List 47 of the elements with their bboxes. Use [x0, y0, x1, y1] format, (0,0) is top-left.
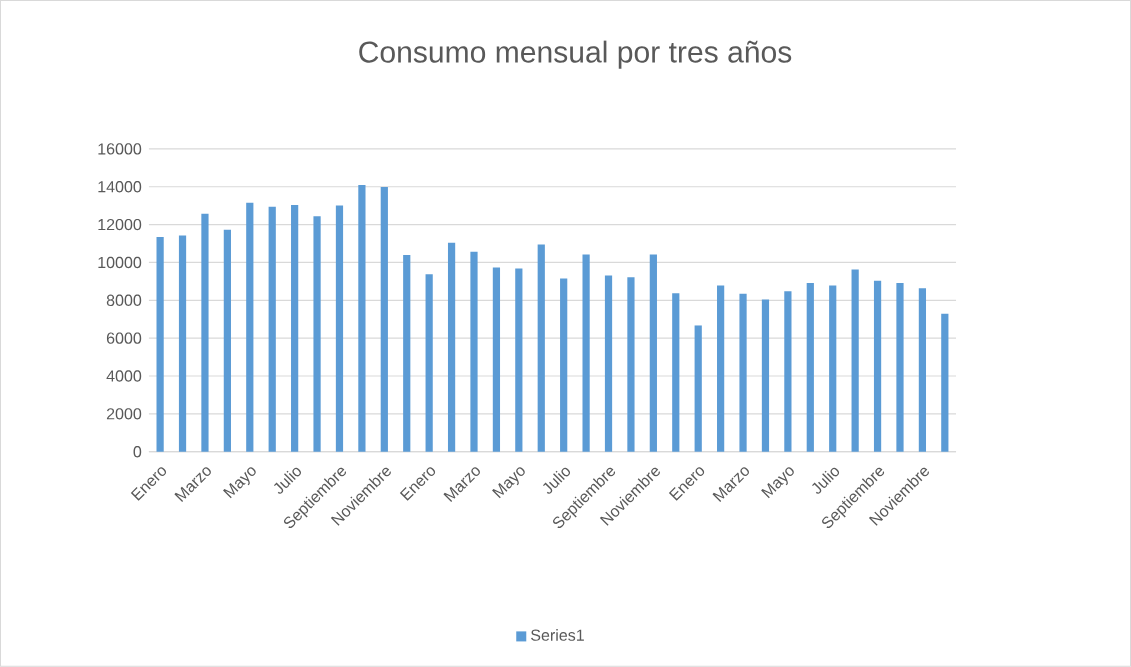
bar — [582, 254, 590, 452]
y-tick-label: 10000 — [98, 256, 142, 269]
bar — [784, 291, 792, 452]
bar — [515, 268, 523, 452]
bar — [403, 255, 411, 452]
bar — [649, 254, 657, 452]
bar — [694, 325, 702, 452]
bar — [918, 288, 927, 452]
y-tick-label: 8000 — [106, 294, 142, 307]
legend-label: Series1 — [531, 629, 584, 641]
bar — [335, 205, 344, 452]
bar — [313, 216, 321, 452]
y-tick-label: 4000 — [106, 370, 142, 382]
y-tick-label: 16000 — [98, 143, 142, 155]
y-tick-label: 6000 — [106, 332, 142, 344]
bar — [492, 267, 501, 452]
y-tick-label: 12000 — [98, 219, 142, 231]
bar — [447, 242, 456, 452]
y-tick-label: 0 — [133, 446, 142, 458]
bar — [672, 293, 680, 452]
bar — [717, 285, 725, 452]
bar — [291, 205, 299, 452]
bar — [761, 299, 770, 452]
bar — [425, 274, 433, 452]
bar — [851, 269, 859, 452]
bar — [829, 285, 837, 452]
bar — [627, 277, 635, 452]
chart-title: Consumo mensual por tres años — [359, 40, 792, 69]
bar — [380, 187, 388, 452]
bar — [896, 283, 904, 452]
bar — [470, 251, 478, 452]
bar — [806, 283, 814, 452]
y-tick-label: 14000 — [98, 181, 142, 193]
bar — [873, 280, 882, 452]
bar — [739, 293, 747, 452]
bar — [201, 213, 209, 452]
bar — [560, 278, 568, 452]
bar — [358, 185, 366, 452]
y-tick-label: 2000 — [106, 408, 142, 420]
bar — [178, 235, 187, 452]
bar — [941, 313, 949, 452]
bar — [223, 229, 231, 452]
bar — [537, 244, 545, 452]
bar — [246, 202, 254, 452]
bar — [604, 275, 613, 452]
bar — [156, 237, 164, 452]
bar — [268, 206, 276, 452]
